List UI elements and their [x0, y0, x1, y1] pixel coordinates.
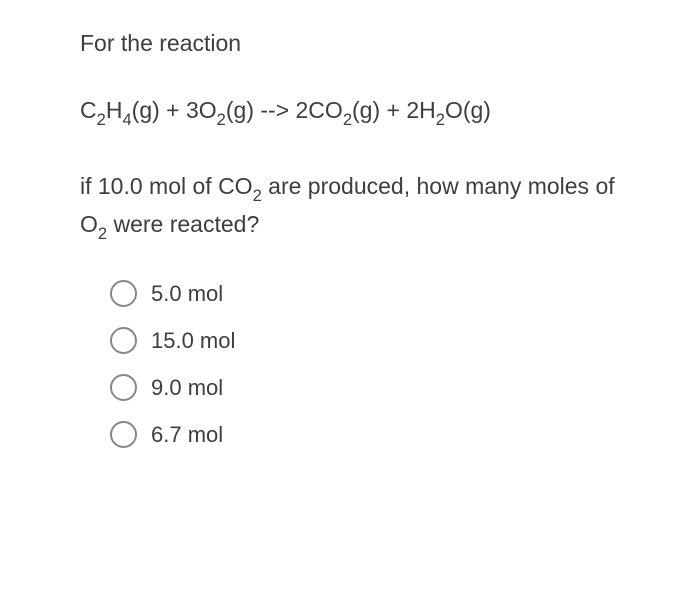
- radio-icon: [110, 421, 137, 448]
- question-intro: For the reaction: [80, 30, 620, 57]
- option-label: 9.0 mol: [151, 375, 223, 401]
- radio-icon: [110, 280, 137, 307]
- option-1[interactable]: 5.0 mol: [80, 280, 620, 307]
- options-list: 5.0 mol 15.0 mol 9.0 mol 6.7 mol: [80, 280, 620, 448]
- radio-icon: [110, 327, 137, 354]
- reaction-equation: C2H4(g) + 3O2(g) --> 2CO2(g) + 2H2O(g): [80, 97, 620, 129]
- option-label: 5.0 mol: [151, 281, 223, 307]
- option-3[interactable]: 9.0 mol: [80, 374, 620, 401]
- radio-icon: [110, 374, 137, 401]
- option-label: 15.0 mol: [151, 328, 235, 354]
- option-4[interactable]: 6.7 mol: [80, 421, 620, 448]
- option-2[interactable]: 15.0 mol: [80, 327, 620, 354]
- question-prompt: if 10.0 mol of CO2 are produced, how man…: [80, 169, 620, 246]
- option-label: 6.7 mol: [151, 422, 223, 448]
